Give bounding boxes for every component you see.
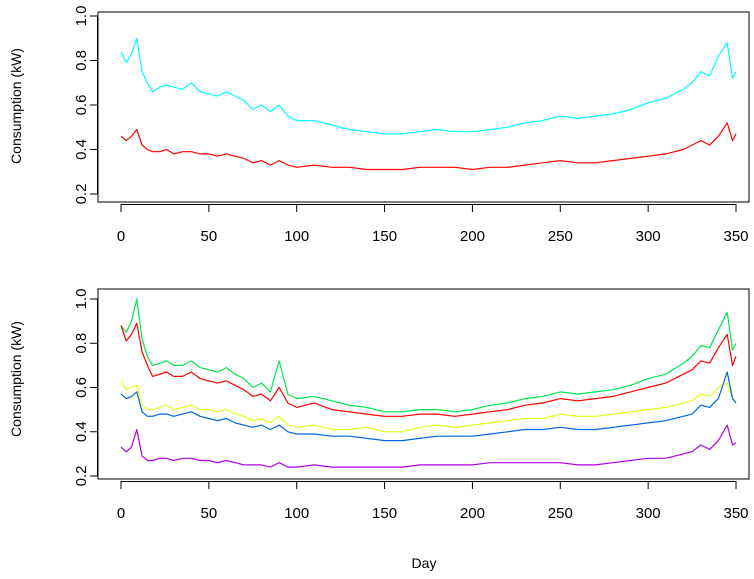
- bottom-series-line-5: [120, 424, 737, 468]
- bottom-y-tick-label: 1.0: [73, 289, 90, 310]
- bottom-plot-frame: [97, 288, 750, 480]
- bottom-series-layer: [120, 298, 737, 468]
- top-x-axis: 0 50 100 150 200 250 300 350: [117, 204, 749, 245]
- top-series-layer: [120, 37, 737, 171]
- bottom-x-axis: 0 50 100 150 200 250 300 350: [117, 481, 749, 522]
- top-y-tick-label: 0.2: [73, 184, 90, 205]
- bottom-y-axis-title: Consumption (kW): [8, 321, 24, 437]
- top-plot-frame: [97, 11, 750, 203]
- top-y-axis-title: Consumption (kW): [8, 48, 24, 164]
- top-x-tick-label: 50: [201, 228, 218, 245]
- top-chart-panel: 0.2 0.4 0.6 0.8 1.0 0 50 100 150 200 250 300 350 Co…: [8, 6, 750, 245]
- top-series-line-1: [120, 37, 737, 135]
- bottom-y-axis: 0.2 0.4 0.6 0.8 1.0: [73, 289, 98, 487]
- top-y-tick-label: 0.4: [73, 139, 90, 160]
- bottom-x-tick-label: 300: [636, 505, 661, 522]
- x-axis-title: Day: [412, 555, 437, 571]
- bottom-y-tick-label: 0.4: [73, 421, 90, 442]
- bottom-series-line-1: [120, 298, 737, 413]
- bottom-x-tick-label: 350: [723, 505, 748, 522]
- bottom-series-line-4: [120, 371, 737, 442]
- bottom-x-tick-label: 150: [372, 505, 397, 522]
- top-y-tick-label: 0.6: [73, 95, 90, 116]
- bottom-y-tick-label: 0.8: [73, 333, 90, 354]
- top-x-tick-label: 200: [460, 228, 485, 245]
- top-y-tick-label: 1.0: [73, 6, 90, 27]
- top-y-tick-label: 0.8: [73, 50, 90, 71]
- top-x-tick-label: 150: [372, 228, 397, 245]
- top-y-axis: 0.2 0.4 0.6 0.8 1.0: [73, 6, 98, 205]
- bottom-x-tick-label: 250: [548, 505, 573, 522]
- bottom-chart-panel: 0.2 0.4 0.6 0.8 1.0 0 50 100 150 200 250 300 350 Co…: [8, 288, 750, 571]
- bottom-x-tick-label: 200: [460, 505, 485, 522]
- bottom-x-tick-label: 50: [201, 505, 218, 522]
- bottom-series-line-2: [120, 322, 737, 417]
- top-series-line-2: [120, 122, 737, 171]
- top-x-tick-label: 0: [117, 228, 125, 245]
- bottom-x-tick-label: 0: [117, 505, 125, 522]
- top-x-tick-label: 350: [723, 228, 748, 245]
- bottom-y-tick-label: 0.6: [73, 377, 90, 398]
- top-x-tick-label: 100: [284, 228, 309, 245]
- bottom-x-tick-label: 100: [284, 505, 309, 522]
- bottom-y-tick-label: 0.2: [73, 466, 90, 487]
- bottom-series-line-3: [120, 380, 737, 433]
- top-x-tick-label: 250: [548, 228, 573, 245]
- top-x-tick-label: 300: [636, 228, 661, 245]
